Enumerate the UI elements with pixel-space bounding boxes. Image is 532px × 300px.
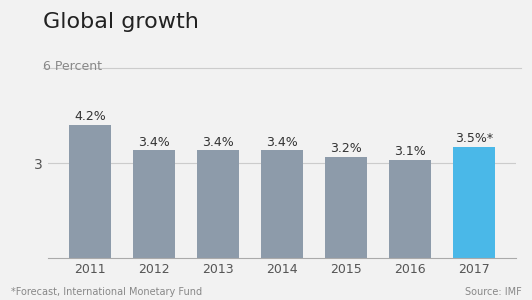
Text: 3.5%*: 3.5%* <box>455 132 493 146</box>
Text: Global growth: Global growth <box>43 12 198 32</box>
Bar <box>133 150 174 258</box>
Text: *Forecast, International Monetary Fund: *Forecast, International Monetary Fund <box>11 287 202 297</box>
Text: 3.4%: 3.4% <box>266 136 298 148</box>
Text: 3.4%: 3.4% <box>202 136 234 148</box>
Bar <box>261 150 303 258</box>
Bar <box>325 157 367 258</box>
Text: 3.4%: 3.4% <box>138 136 170 148</box>
Bar <box>453 147 495 258</box>
Text: Source: IMF: Source: IMF <box>464 287 521 297</box>
Bar <box>389 160 431 258</box>
Text: 3.1%: 3.1% <box>394 145 426 158</box>
Text: 3.2%: 3.2% <box>330 142 362 155</box>
Text: 4.2%: 4.2% <box>74 110 106 123</box>
Text: 6 Percent: 6 Percent <box>43 60 102 73</box>
Bar <box>69 125 111 258</box>
Bar <box>197 150 239 258</box>
